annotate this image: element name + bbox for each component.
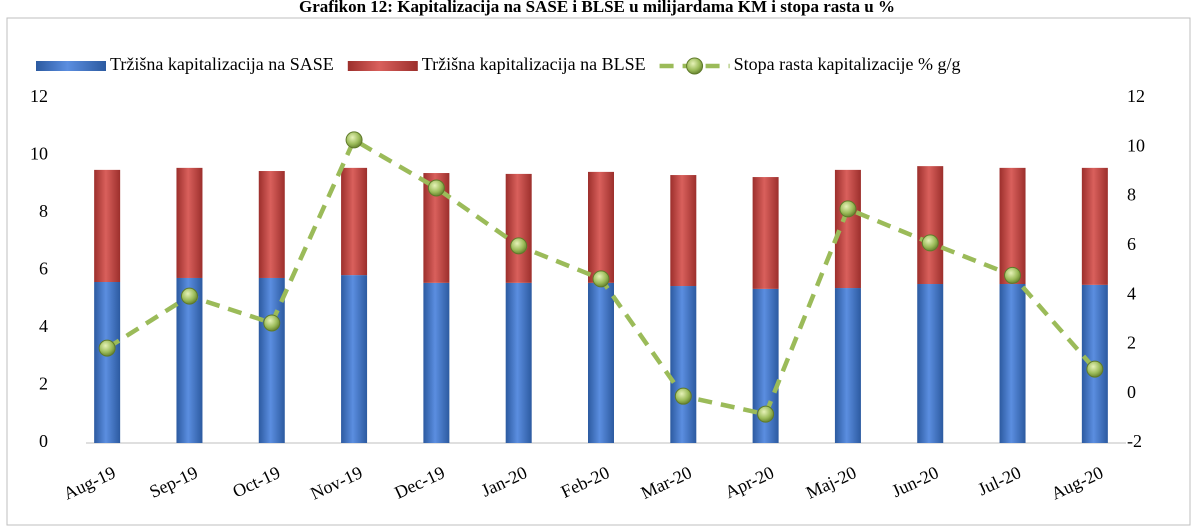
bar [999,284,1026,443]
bar [588,171,614,283]
bar [258,277,285,443]
bar [834,169,861,289]
legend-label: Tržišna kapitalizacija na SASE [110,54,334,74]
marker [180,287,198,305]
bar [1081,167,1108,285]
y-tick-label: 12 [30,86,48,106]
bar [423,282,450,443]
bar [341,167,368,276]
marker [757,405,775,423]
y-tick-label: 6 [39,259,48,279]
bar [505,173,532,283]
legend-label: Tržišna kapitalizacija na BLSE [422,54,646,74]
y2-tick-label: 4 [1127,283,1136,303]
legend-swatch [36,61,106,71]
legend-marker [686,57,704,75]
marker [263,314,281,332]
marker [921,234,939,252]
marker [510,237,528,255]
y2-tick-label: 0 [1127,382,1136,402]
y-tick-label: 0 [39,431,48,451]
y2-tick-label: 12 [1127,86,1145,106]
bar [670,175,697,287]
y2-tick-label: 6 [1127,234,1136,254]
y-tick-label: 2 [39,374,48,394]
y2-tick-label: -2 [1127,431,1142,451]
marker [674,387,692,405]
bar [505,282,532,443]
y-tick-label: 8 [39,201,48,221]
marker [427,179,445,197]
bar [588,282,614,443]
marker [345,131,363,149]
chart-title: Grafikon 12: Kapitalizacija na SASE i BL… [299,0,895,16]
bar [834,288,861,443]
legend-label: Stopa rasta kapitalizacije % g/g [734,54,961,74]
marker [1086,360,1104,378]
y2-tick-label: 8 [1127,185,1136,205]
marker [98,339,116,357]
bar [917,284,944,443]
legend-swatch [347,61,418,71]
bar [258,171,285,278]
bar [341,275,368,443]
bar [94,169,121,282]
y2-tick-label: 10 [1127,135,1145,155]
bar [752,177,779,289]
y2-tick-label: 2 [1127,333,1136,353]
y-tick-label: 4 [39,316,48,336]
bar [94,282,121,443]
bar [917,166,944,285]
marker [1004,266,1022,284]
bar [999,167,1026,285]
bar [176,167,203,278]
marker [839,200,857,218]
bar [176,277,203,443]
y-tick-label: 10 [30,144,48,164]
marker [592,270,610,288]
bar [670,286,697,443]
